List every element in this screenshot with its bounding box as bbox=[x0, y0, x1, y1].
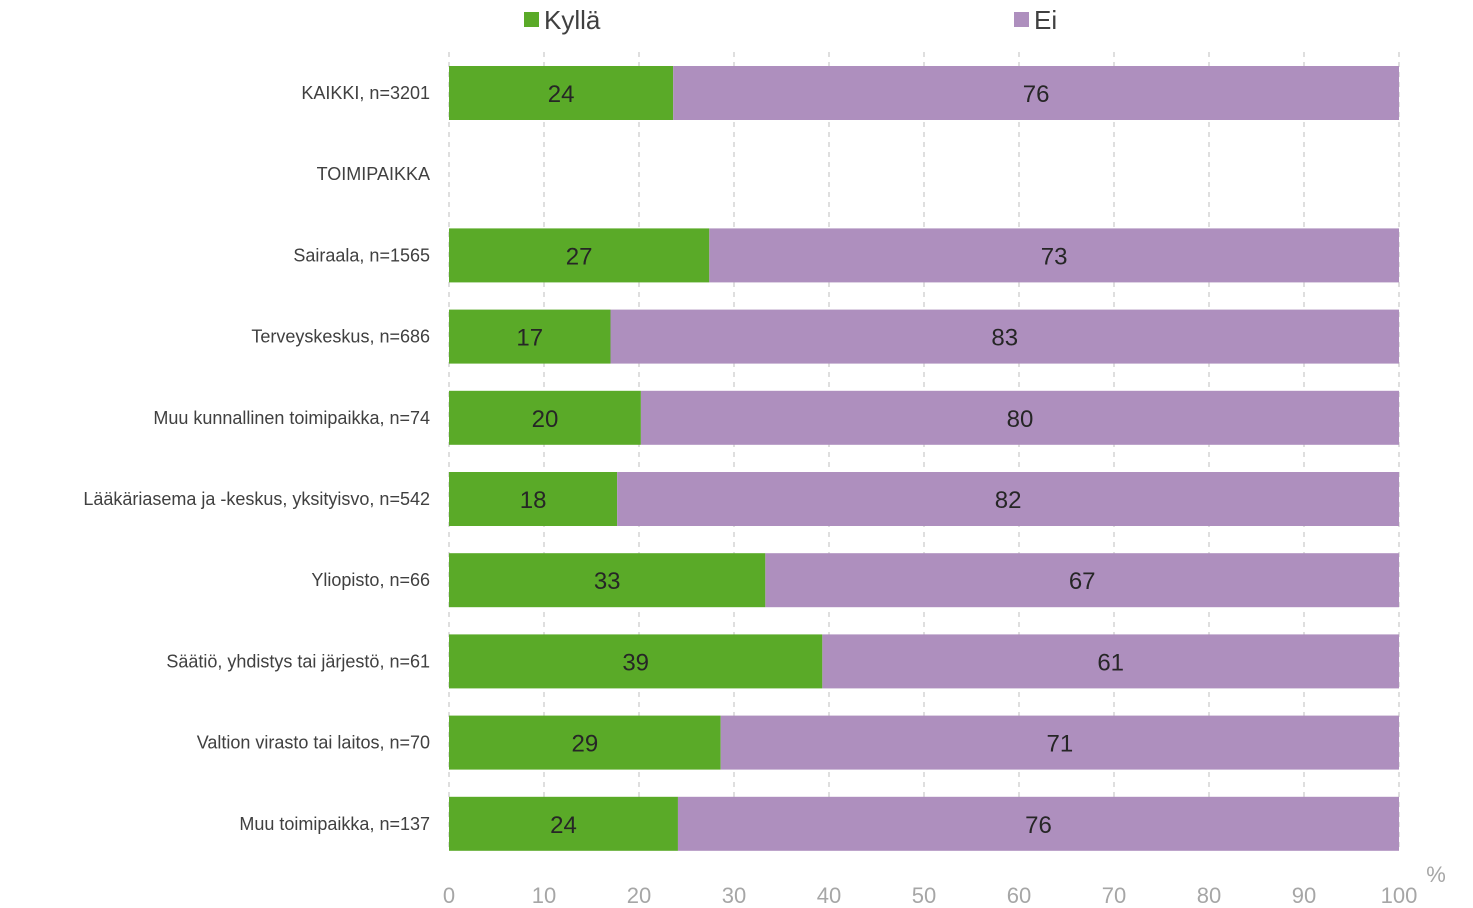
data-label: 76 bbox=[1023, 81, 1050, 108]
x-tick-label: 90 bbox=[1292, 883, 1316, 908]
data-label: 83 bbox=[991, 325, 1018, 352]
legend-label: Kyllä bbox=[544, 5, 601, 35]
bars: 24 76 27 73 17 83 20 80 18 82 33 67 39 61 29 71 24 76 bbox=[449, 66, 1399, 851]
data-label: 20 bbox=[532, 406, 559, 433]
data-label: 80 bbox=[1007, 406, 1034, 433]
bar-ei-2 bbox=[709, 228, 1399, 283]
data-label: 82 bbox=[995, 487, 1022, 514]
data-label: 18 bbox=[520, 487, 547, 514]
data-label: 33 bbox=[594, 568, 621, 595]
x-tick-label: 80 bbox=[1197, 883, 1221, 908]
bar-ei-0 bbox=[673, 66, 1399, 120]
category-label: Lääkäriasema ja -keskus, yksityisvo, n=5… bbox=[83, 489, 430, 509]
bar-kyll-5 bbox=[449, 472, 618, 526]
bar-ei-7 bbox=[822, 634, 1399, 689]
bar-kyll-3 bbox=[449, 309, 611, 364]
data-label: 29 bbox=[571, 731, 598, 758]
legend-swatch bbox=[1014, 12, 1029, 27]
bar-kyll-2 bbox=[449, 228, 710, 283]
x-tick-label: 50 bbox=[912, 883, 936, 908]
data-label: 17 bbox=[516, 325, 543, 352]
bar-kyll-8 bbox=[449, 715, 721, 770]
bar-ei-4 bbox=[640, 390, 1399, 445]
category-label: Muu toimipaikka, n=137 bbox=[239, 814, 430, 834]
data-label: 39 bbox=[622, 649, 649, 676]
category-label: Terveyskeskus, n=686 bbox=[251, 327, 430, 347]
bar-kyll-4 bbox=[449, 390, 641, 445]
data-label: 76 bbox=[1025, 812, 1052, 839]
legend: Kyllä Ei bbox=[524, 5, 1057, 35]
category-label: Säätiö, yhdistys tai järjestö, n=61 bbox=[166, 651, 430, 671]
category-label: Sairaala, n=1565 bbox=[293, 245, 430, 265]
category-label: KAIKKI, n=3201 bbox=[301, 83, 430, 103]
category-label: TOIMIPAIKKA bbox=[317, 164, 430, 184]
legend-label: Ei bbox=[1034, 5, 1057, 35]
bar-ei-8 bbox=[720, 715, 1399, 770]
data-label: 73 bbox=[1041, 243, 1068, 270]
x-tick-label: 60 bbox=[1007, 883, 1031, 908]
x-tick-label: 70 bbox=[1102, 883, 1126, 908]
x-tick-label: 30 bbox=[722, 883, 746, 908]
legend-swatch bbox=[524, 12, 539, 27]
bar-ei-6 bbox=[765, 553, 1399, 608]
bar-kyll-9 bbox=[449, 796, 678, 851]
bar-kyll-6 bbox=[449, 553, 766, 608]
data-label: 71 bbox=[1046, 731, 1073, 758]
category-label: Valtion virasto tai laitos, n=70 bbox=[197, 733, 430, 753]
bar-ei-5 bbox=[617, 472, 1399, 526]
bar-ei-9 bbox=[677, 796, 1399, 851]
x-tick-label: 40 bbox=[817, 883, 841, 908]
x-tick-label: 20 bbox=[627, 883, 651, 908]
x-axis-ticks: 0 10 20 30 40 50 60 70 80 90 100 bbox=[443, 883, 1417, 908]
bar-kyll-7 bbox=[449, 634, 823, 689]
category-labels: KAIKKI, n=3201 TOIMIPAIKKA Sairaala, n=156… bbox=[83, 83, 430, 834]
x-tick-label: 10 bbox=[532, 883, 556, 908]
category-label: Muu kunnallinen toimipaikka, n=74 bbox=[153, 408, 430, 428]
x-tick-label: 100 bbox=[1381, 883, 1418, 908]
x-axis-unit: % bbox=[1426, 862, 1446, 887]
data-label: 67 bbox=[1069, 568, 1096, 595]
bar-kyll-0 bbox=[449, 66, 674, 120]
data-label: 61 bbox=[1097, 649, 1124, 676]
data-label: 24 bbox=[548, 81, 575, 108]
category-label: Yliopisto, n=66 bbox=[311, 570, 430, 590]
bar-ei-3 bbox=[610, 309, 1399, 364]
x-tick-label: 0 bbox=[443, 883, 455, 908]
data-label: 24 bbox=[550, 812, 577, 839]
data-label: 27 bbox=[566, 243, 593, 270]
gridlines bbox=[448, 52, 1400, 852]
